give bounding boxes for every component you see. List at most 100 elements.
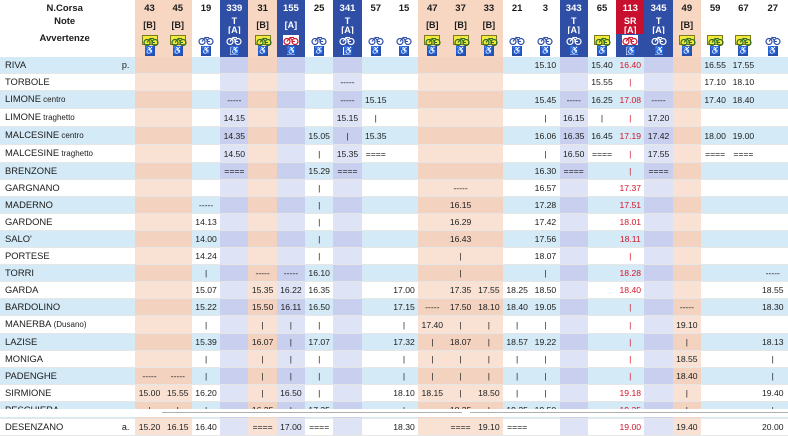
stop-label: LAZISE [5, 336, 38, 347]
time-cell: 17.28 [531, 196, 560, 214]
time-cell [389, 144, 419, 163]
time-cell [644, 384, 673, 402]
time-cell [163, 298, 192, 316]
time-cell: ==== [587, 144, 617, 163]
time-cell: | [531, 264, 560, 282]
bicycle-icon [368, 35, 384, 45]
table-row: LAZISE 15.39 16.07 | 17.07 17.32 | 18.07 | 18.57 1… [0, 333, 788, 351]
time-cell: 15.55 [587, 73, 617, 91]
time-cell [644, 350, 673, 368]
time-cell: 15.07 [191, 281, 221, 299]
time-cell [418, 126, 447, 145]
time-cell [389, 179, 419, 197]
time-cell [361, 196, 390, 214]
time-cell [559, 247, 588, 265]
note-cell: [B] [135, 17, 164, 34]
time-cell [389, 126, 419, 145]
table-row: TORBOLE ----- 15.55 | 17.10 18.10 [0, 73, 788, 91]
time-cell [757, 57, 788, 74]
time-cell: 17.55 [729, 57, 758, 74]
wheelchair-icon: ♿ [597, 46, 607, 57]
table-row: SIRMIONE 15.00 15.55 16.20 | 16.50 | 18.10 18.15… [0, 384, 788, 402]
time-cell [757, 315, 788, 334]
time-cell [361, 315, 390, 334]
time-cell [248, 90, 277, 109]
time-cell: | [276, 315, 306, 334]
time-cell: | [503, 367, 532, 385]
stop-name: TORRI [0, 264, 136, 282]
time-cell: | [616, 315, 645, 334]
stop-name: BRENZONE [0, 162, 136, 180]
time-cell [163, 213, 192, 231]
time-cell: | [305, 213, 334, 231]
time-cell: | [305, 179, 334, 197]
corsa-number: 3 [531, 0, 560, 17]
time-cell [474, 230, 504, 248]
time-cell: 19.10 [672, 315, 701, 334]
time-cell [729, 213, 758, 231]
corsa-number: 43 [135, 0, 164, 17]
time-cell [276, 196, 306, 214]
time-cell [446, 126, 475, 145]
time-cell [446, 144, 475, 163]
time-cell [587, 367, 617, 385]
time-cell [163, 315, 192, 334]
time-cell [559, 73, 588, 91]
stop-name: BARDOLINO [0, 298, 136, 316]
time-cell: | [333, 126, 362, 145]
avvertenze-label: Avvertenze [39, 34, 90, 44]
time-cell: 17.15 [389, 298, 419, 316]
time-cell [333, 247, 362, 265]
time-cell [672, 179, 701, 197]
time-cell [446, 73, 475, 91]
time-cell [700, 333, 730, 351]
time-cell: 15.15 [333, 108, 362, 127]
bicycle-icon [765, 35, 781, 45]
time-cell [191, 90, 221, 109]
bicycle-icon [735, 34, 753, 46]
time-cell: | [474, 333, 504, 351]
time-cell: | [305, 315, 334, 334]
time-cell [418, 162, 447, 180]
time-cell [587, 179, 617, 197]
time-cell [672, 230, 701, 248]
time-cell [135, 298, 164, 316]
time-cell: 16.11 [276, 298, 306, 316]
time-cell [729, 367, 758, 385]
time-cell [503, 247, 532, 265]
time-cell [305, 108, 334, 127]
time-cell [220, 213, 249, 231]
time-cell: 14.50 [220, 144, 249, 163]
time-cell [220, 333, 249, 351]
time-cell: 18.57 [503, 333, 532, 351]
time-cell [757, 108, 788, 127]
time-cell [389, 108, 419, 127]
corsa-number: 49 [672, 0, 701, 17]
time-cell: | [446, 367, 475, 385]
time-cell [163, 108, 192, 127]
time-cell: 17.07 [305, 333, 334, 351]
time-cell [220, 384, 249, 402]
time-cell [163, 230, 192, 248]
note-cell [587, 17, 617, 34]
time-cell [644, 196, 673, 214]
time-cell: | [248, 384, 277, 402]
time-cell: 19.40 [672, 418, 701, 436]
bicycle-icon [650, 35, 667, 45]
time-cell [587, 247, 617, 265]
time-cell: | [757, 367, 788, 385]
bicycle-icon [311, 35, 327, 45]
time-cell [644, 367, 673, 385]
time-cell: 19.00 [729, 126, 758, 145]
time-cell: 18.07 [531, 247, 560, 265]
time-cell: ----- [220, 90, 249, 109]
time-cell [389, 162, 419, 180]
stop-name: TORBOLE [0, 73, 136, 91]
wheelchair-icon: ♿ [767, 46, 778, 57]
stop-label: RIVA [5, 59, 27, 70]
time-cell [135, 247, 164, 265]
time-cell [220, 367, 249, 385]
time-cell: 18.10 [389, 384, 419, 402]
note-cell: T [A] [333, 17, 362, 34]
corsa-number: 67 [729, 0, 758, 17]
